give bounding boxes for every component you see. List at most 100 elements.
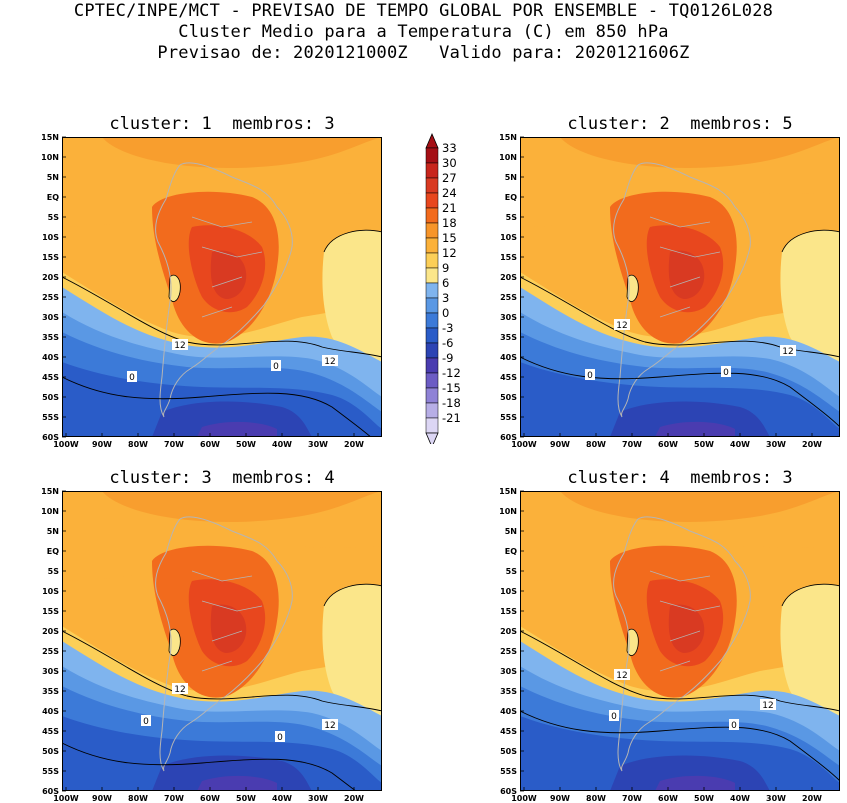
contour-12-east — [781, 229, 840, 253]
contour-label: 0 — [587, 371, 593, 381]
y-tick-label: 5N — [505, 527, 517, 536]
contour-0 — [62, 376, 372, 437]
contour-label: 12 — [616, 321, 627, 331]
title-line-3: Previsao de: 2020121000Z Valido para: 20… — [157, 43, 690, 63]
colorbar-swatch — [425, 192, 439, 209]
x-tick-label: 50W — [236, 440, 256, 449]
x-tick-label: 80W — [586, 440, 606, 449]
x-tick-label: 70W — [622, 794, 642, 803]
x-tick-label: 30W — [308, 794, 328, 803]
y-tick-label: 50S — [500, 747, 517, 756]
x-tick-label: 100W — [53, 440, 79, 449]
y-tick-label: 15S — [42, 607, 59, 616]
x-tick-label: 40W — [272, 440, 292, 449]
field-east-tongue — [322, 230, 382, 387]
y-tick-label: 20S — [500, 273, 517, 282]
y-tick-label: 50S — [42, 747, 59, 756]
contour-0 — [520, 710, 840, 782]
y-tick-label: 55S — [500, 767, 517, 776]
colorbar-label: -6 — [442, 336, 453, 350]
contour-label-box — [322, 355, 338, 366]
field-east-tongue — [780, 230, 840, 387]
x-tick-label: 90W — [550, 440, 570, 449]
field-tropical-band — [560, 491, 840, 522]
y-tick-label: 45S — [500, 727, 517, 736]
panel-1-title: cluster: 1 membros: 3 — [109, 114, 335, 134]
colorbar-swatch — [425, 297, 439, 314]
field-east-tongue — [322, 584, 382, 741]
field-band-24 — [210, 250, 247, 299]
contour-label-box — [760, 699, 776, 710]
y-tick-label: 15S — [500, 253, 517, 262]
y-tick-label: 30S — [42, 667, 59, 676]
map-frame — [62, 491, 382, 791]
x-tick-label: 90W — [92, 440, 112, 449]
field-band-minus3 — [62, 362, 382, 437]
colorbar-swatch — [425, 252, 439, 269]
y-tick-label: 40S — [42, 353, 59, 362]
map-frame — [62, 137, 382, 437]
y-tick-label: 5S — [48, 567, 60, 576]
contour-label: 12 — [616, 671, 627, 681]
colorbar-bottom-arrow — [425, 432, 439, 444]
y-tick-label: 5S — [506, 567, 518, 576]
title-line-2: Cluster Medio para a Temperatura (C) em … — [178, 22, 669, 42]
field-band-minus9 — [655, 775, 735, 791]
y-tick-label: 20S — [42, 273, 59, 282]
country-borders — [649, 570, 721, 672]
y-tick-label: 55S — [42, 767, 59, 776]
colorbar-label: 3 — [442, 291, 449, 305]
y-tick-label: 60S — [42, 433, 59, 442]
y-tick-label: 10S — [42, 587, 59, 596]
colorbar-label: -15 — [442, 381, 461, 395]
contour-label: 0 — [611, 712, 617, 722]
y-tick-label: 35S — [500, 687, 517, 696]
y-tick-label: 5S — [48, 213, 60, 222]
x-tick-label: 50W — [694, 794, 714, 803]
y-tick-label: 25S — [500, 293, 517, 302]
y-tick-label: 20S — [500, 627, 517, 636]
colorbar-label: 15 — [442, 231, 457, 245]
y-tick-label: 45S — [42, 373, 59, 382]
contour-label: 0 — [723, 368, 729, 378]
field-band-minus3 — [520, 362, 840, 437]
colorbar-label: -12 — [442, 366, 461, 380]
colorbar-swatch — [425, 282, 439, 299]
contour-label-box — [172, 683, 188, 694]
field-tropical-band — [102, 137, 382, 168]
field-band-minus9 — [197, 775, 277, 791]
y-tick-label: 25S — [42, 293, 59, 302]
country-borders — [191, 216, 263, 318]
field-andes-pocket — [626, 628, 639, 656]
x-tick-label: 30W — [766, 794, 786, 803]
contour-12-east — [323, 583, 382, 607]
panel-4-title: cluster: 4 membros: 3 — [567, 468, 793, 488]
y-tick-label: EQ — [505, 193, 517, 202]
x-tick-label: 70W — [164, 440, 184, 449]
colorbar-label: -18 — [442, 396, 461, 410]
y-tick-label: 40S — [500, 707, 517, 716]
x-tick-label: 30W — [766, 440, 786, 449]
colorbar-swatch — [425, 207, 439, 224]
y-tick-label: 35S — [42, 687, 59, 696]
continent-outline — [613, 162, 751, 418]
y-tick-label: 25S — [42, 647, 59, 656]
y-tick-label: 10N — [499, 153, 517, 162]
contour-label-box — [141, 715, 151, 726]
colorbar-label: 30 — [442, 156, 457, 170]
y-tick-label: 55S — [500, 413, 517, 422]
colorbar-label: -3 — [442, 321, 453, 335]
y-tick-label: 40S — [42, 707, 59, 716]
contour-label: 0 — [143, 717, 149, 727]
y-tick-label: 15N — [41, 487, 59, 496]
field-band-minus3 — [520, 716, 840, 791]
x-tick-label: 90W — [550, 794, 570, 803]
y-tick-label: 30S — [500, 313, 517, 322]
contour-12 — [520, 630, 840, 712]
field-east-tongue — [780, 584, 840, 741]
colorbar-label: 0 — [442, 306, 449, 320]
contour-12 — [62, 276, 382, 358]
contour-label-box — [609, 710, 619, 721]
field-andes-pocket — [168, 274, 181, 302]
